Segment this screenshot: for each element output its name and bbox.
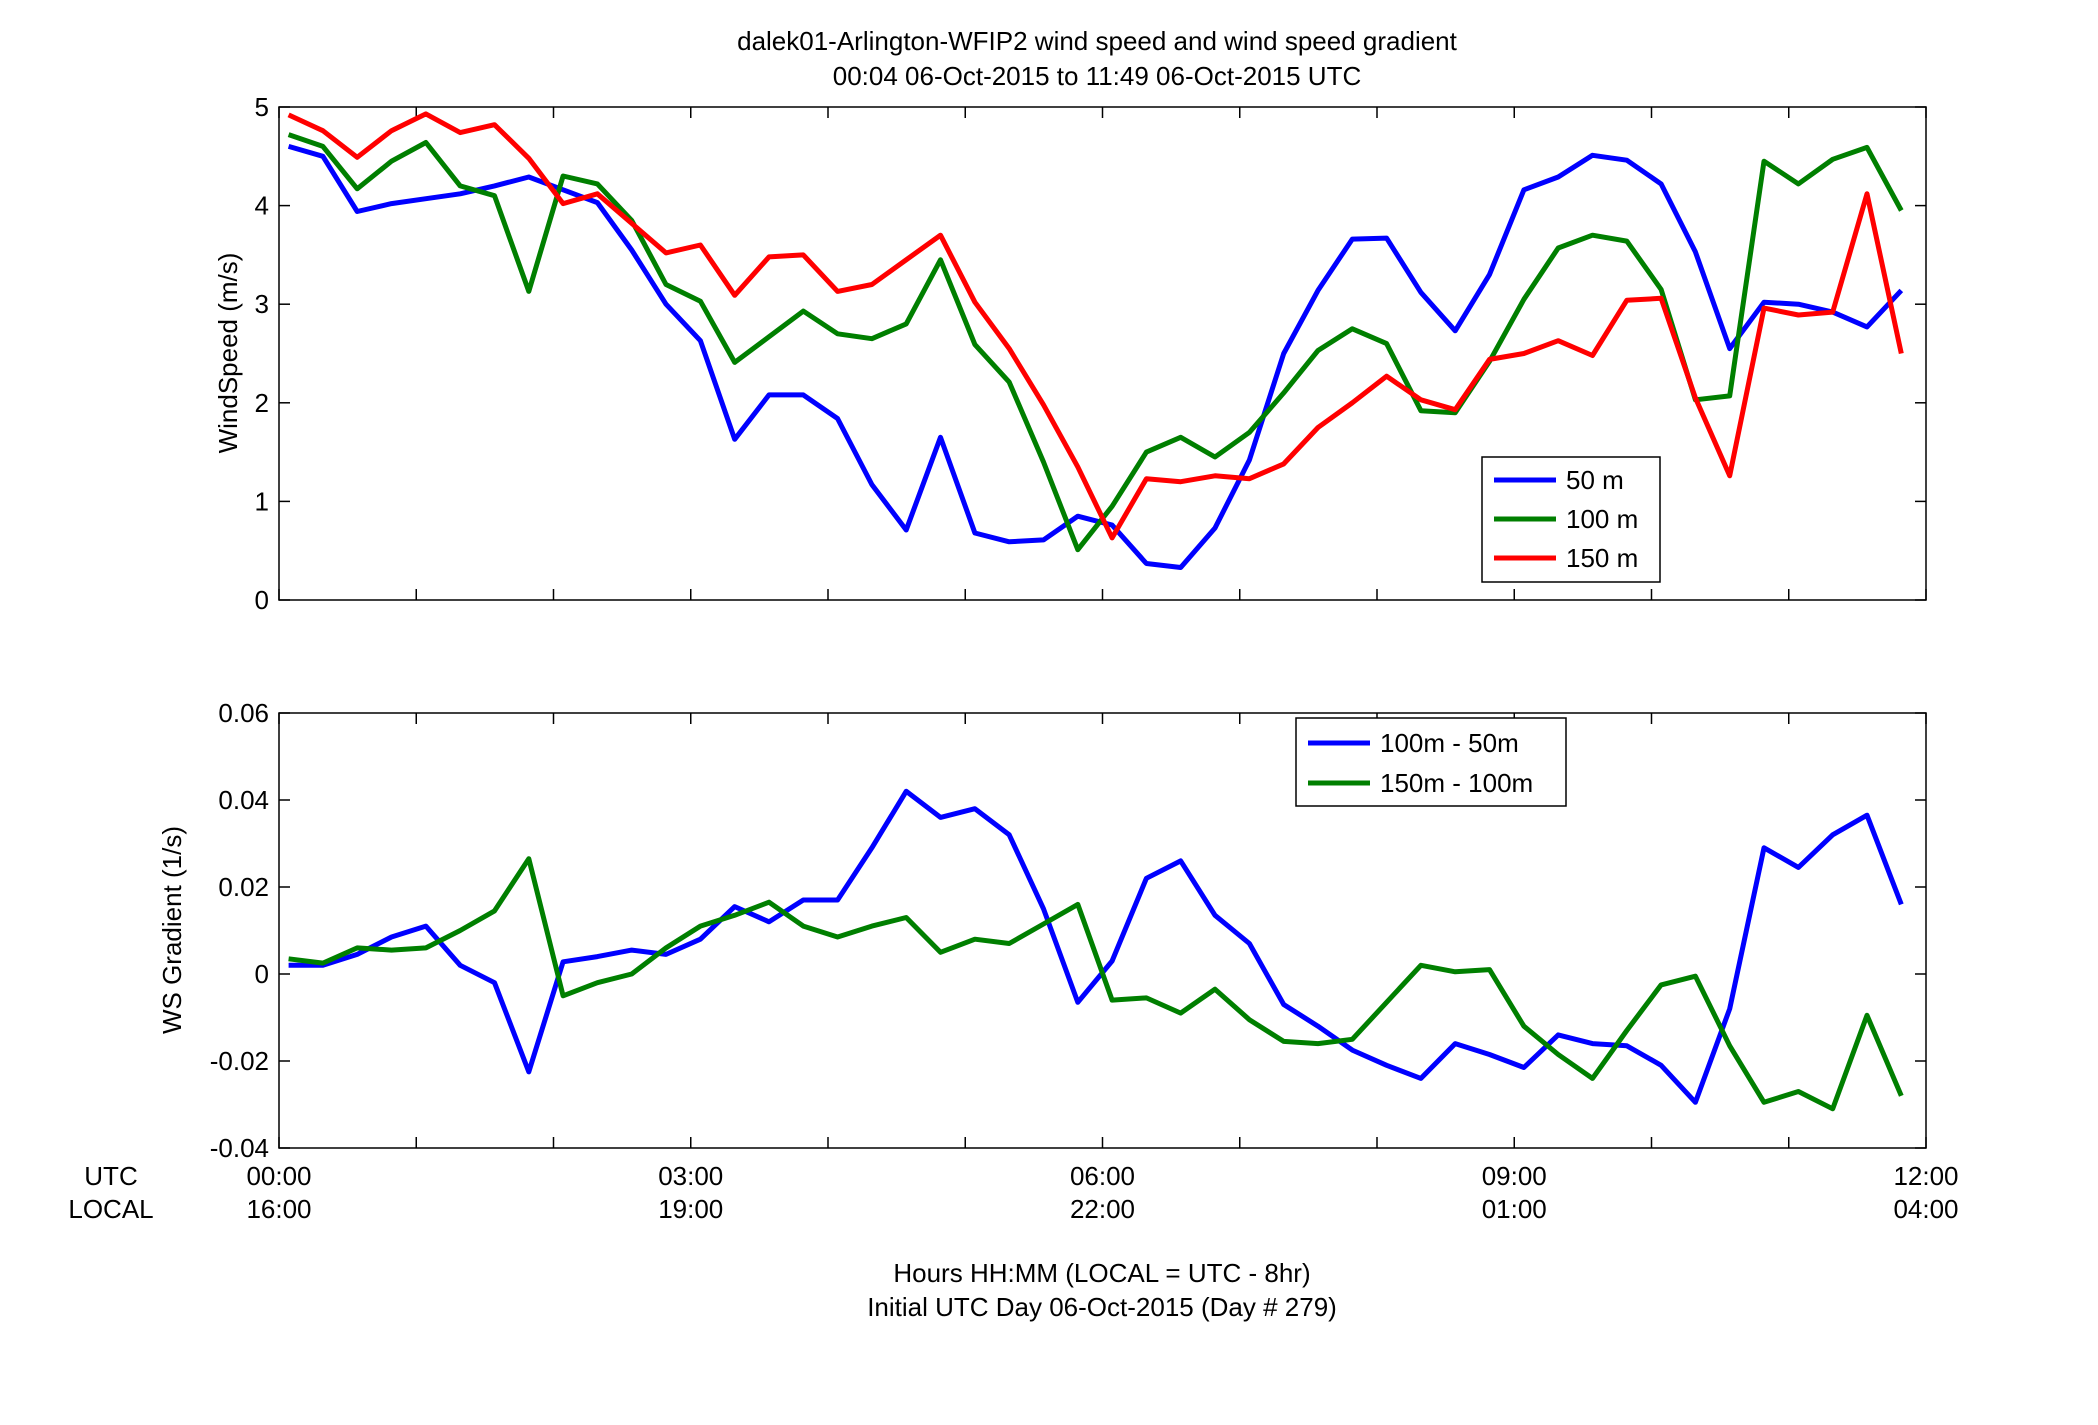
windspeed-series-lines	[287, 111, 1904, 570]
windspeed-ytick-label: 0	[255, 585, 269, 615]
x-row-label-utc: UTC	[84, 1161, 137, 1191]
windspeed-panel: WindSpeed (m/s) 0 1 2 3 4 5 50 m 100 m 150 m	[213, 92, 1927, 615]
gradient-ytick-label: 0.04	[218, 785, 269, 815]
gradient-legend-box	[1295, 717, 1567, 807]
x-tick-label-local: 04:00	[1893, 1194, 1958, 1224]
x-tick-label-local: 01:00	[1482, 1194, 1547, 1224]
gradient-ytick-label: 0	[255, 959, 269, 989]
x-row-label-local: LOCAL	[68, 1194, 153, 1224]
windspeed-ytick-label: 3	[255, 289, 269, 319]
windspeed-ylabel: WindSpeed (m/s)	[213, 253, 243, 454]
gradient-legend: 100m - 50m 150m - 100m	[1295, 717, 1567, 807]
windspeed-ytick-label: 5	[255, 92, 269, 122]
x-tick-label-utc: 12:00	[1893, 1161, 1958, 1191]
legend-label-50m: 50 m	[1566, 465, 1624, 495]
gradient-ytick-label: -0.02	[210, 1046, 269, 1076]
gradient-plot-area	[278, 712, 1927, 1149]
gradient-series-line-2	[288, 856, 1904, 1112]
x-tick-label-utc: 06:00	[1070, 1161, 1135, 1191]
windspeed-ytick-label: 1	[255, 486, 269, 516]
x-tick-label-utc: 00:00	[246, 1161, 311, 1191]
gradient-ytick-label: -0.04	[210, 1133, 269, 1163]
windspeed-axis-ticks: 0 1 2 3 4 5	[255, 92, 1927, 615]
windspeed-ytick-label: 2	[255, 388, 269, 418]
gradient-panel: WS Gradient (1/s) -0.04 -0.02 0 0.02 0.04 0.0…	[157, 698, 1927, 1163]
chart-title-line2: 00:04 06-Oct-2015 to 11:49 06-Oct-2015 U…	[833, 61, 1361, 91]
x-axis-label-line1: Hours HH:MM (LOCAL = UTC - 8hr)	[893, 1258, 1310, 1288]
gradient-axis-ticks: -0.04 -0.02 0 0.02 0.04 0.06	[210, 698, 1927, 1163]
gradient-ylabel: WS Gradient (1/s)	[157, 826, 187, 1034]
gradient-ytick-label: 0.02	[218, 872, 269, 902]
gradient-ytick-label: 0.06	[218, 698, 269, 728]
x-tick-label-local: 16:00	[246, 1194, 311, 1224]
x-tick-label-local: 19:00	[658, 1194, 723, 1224]
x-axis-label-line2: Initial UTC Day 06-Oct-2015 (Day # 279)	[867, 1292, 1337, 1322]
windspeed-ytick-label: 4	[255, 191, 269, 221]
gradient-series-lines	[288, 788, 1904, 1112]
chart-title-line1: dalek01-Arlington-WFIP2 wind speed and w…	[737, 26, 1458, 56]
x-tick-label-utc: 03:00	[658, 1161, 723, 1191]
legend-label-150m: 150 m	[1566, 543, 1638, 573]
legend-label-100m: 100 m	[1566, 504, 1638, 534]
x-tick-label-local: 22:00	[1070, 1194, 1135, 1224]
x-tick-label-utc: 09:00	[1482, 1161, 1547, 1191]
windspeed-legend: 50 m 100 m 150 m	[1481, 456, 1661, 583]
windspeed-series-line-3	[287, 111, 1904, 541]
legend-label-100m-50m: 100m - 50m	[1380, 728, 1519, 758]
legend-label-150m-100m: 150m - 100m	[1380, 768, 1533, 798]
